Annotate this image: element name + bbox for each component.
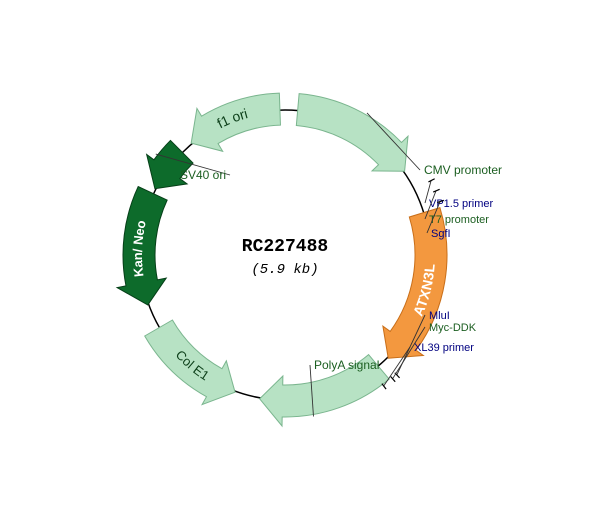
marker-label-mlui: MluI bbox=[429, 310, 450, 322]
marker-label-myc: Myc-DDK bbox=[429, 322, 477, 334]
segment-cmv bbox=[296, 94, 408, 172]
marker-tick-t7 bbox=[433, 189, 439, 192]
marker-tick-myc bbox=[391, 377, 396, 382]
marker-label-sgfi: SgfI bbox=[431, 228, 451, 240]
marker-label-t7: T7 promoter bbox=[429, 214, 489, 226]
segment-label-cmv: CMV promoter bbox=[424, 163, 502, 177]
segment-label-sv40: SV40 ori bbox=[180, 168, 226, 182]
marker-label-xl39: XL39 primer bbox=[414, 342, 474, 354]
segment-label-polyA: PolyA signal bbox=[314, 358, 379, 372]
marker-tick-xl39 bbox=[382, 384, 386, 390]
plasmid-name: RC227488 bbox=[242, 237, 328, 257]
plasmid-size: (5.9 kb) bbox=[251, 262, 318, 278]
marker-tick-vp15 bbox=[428, 179, 434, 182]
plasmid-map: CMV promoterATXN3LPolyA signalCol E1Kan/… bbox=[0, 0, 600, 512]
